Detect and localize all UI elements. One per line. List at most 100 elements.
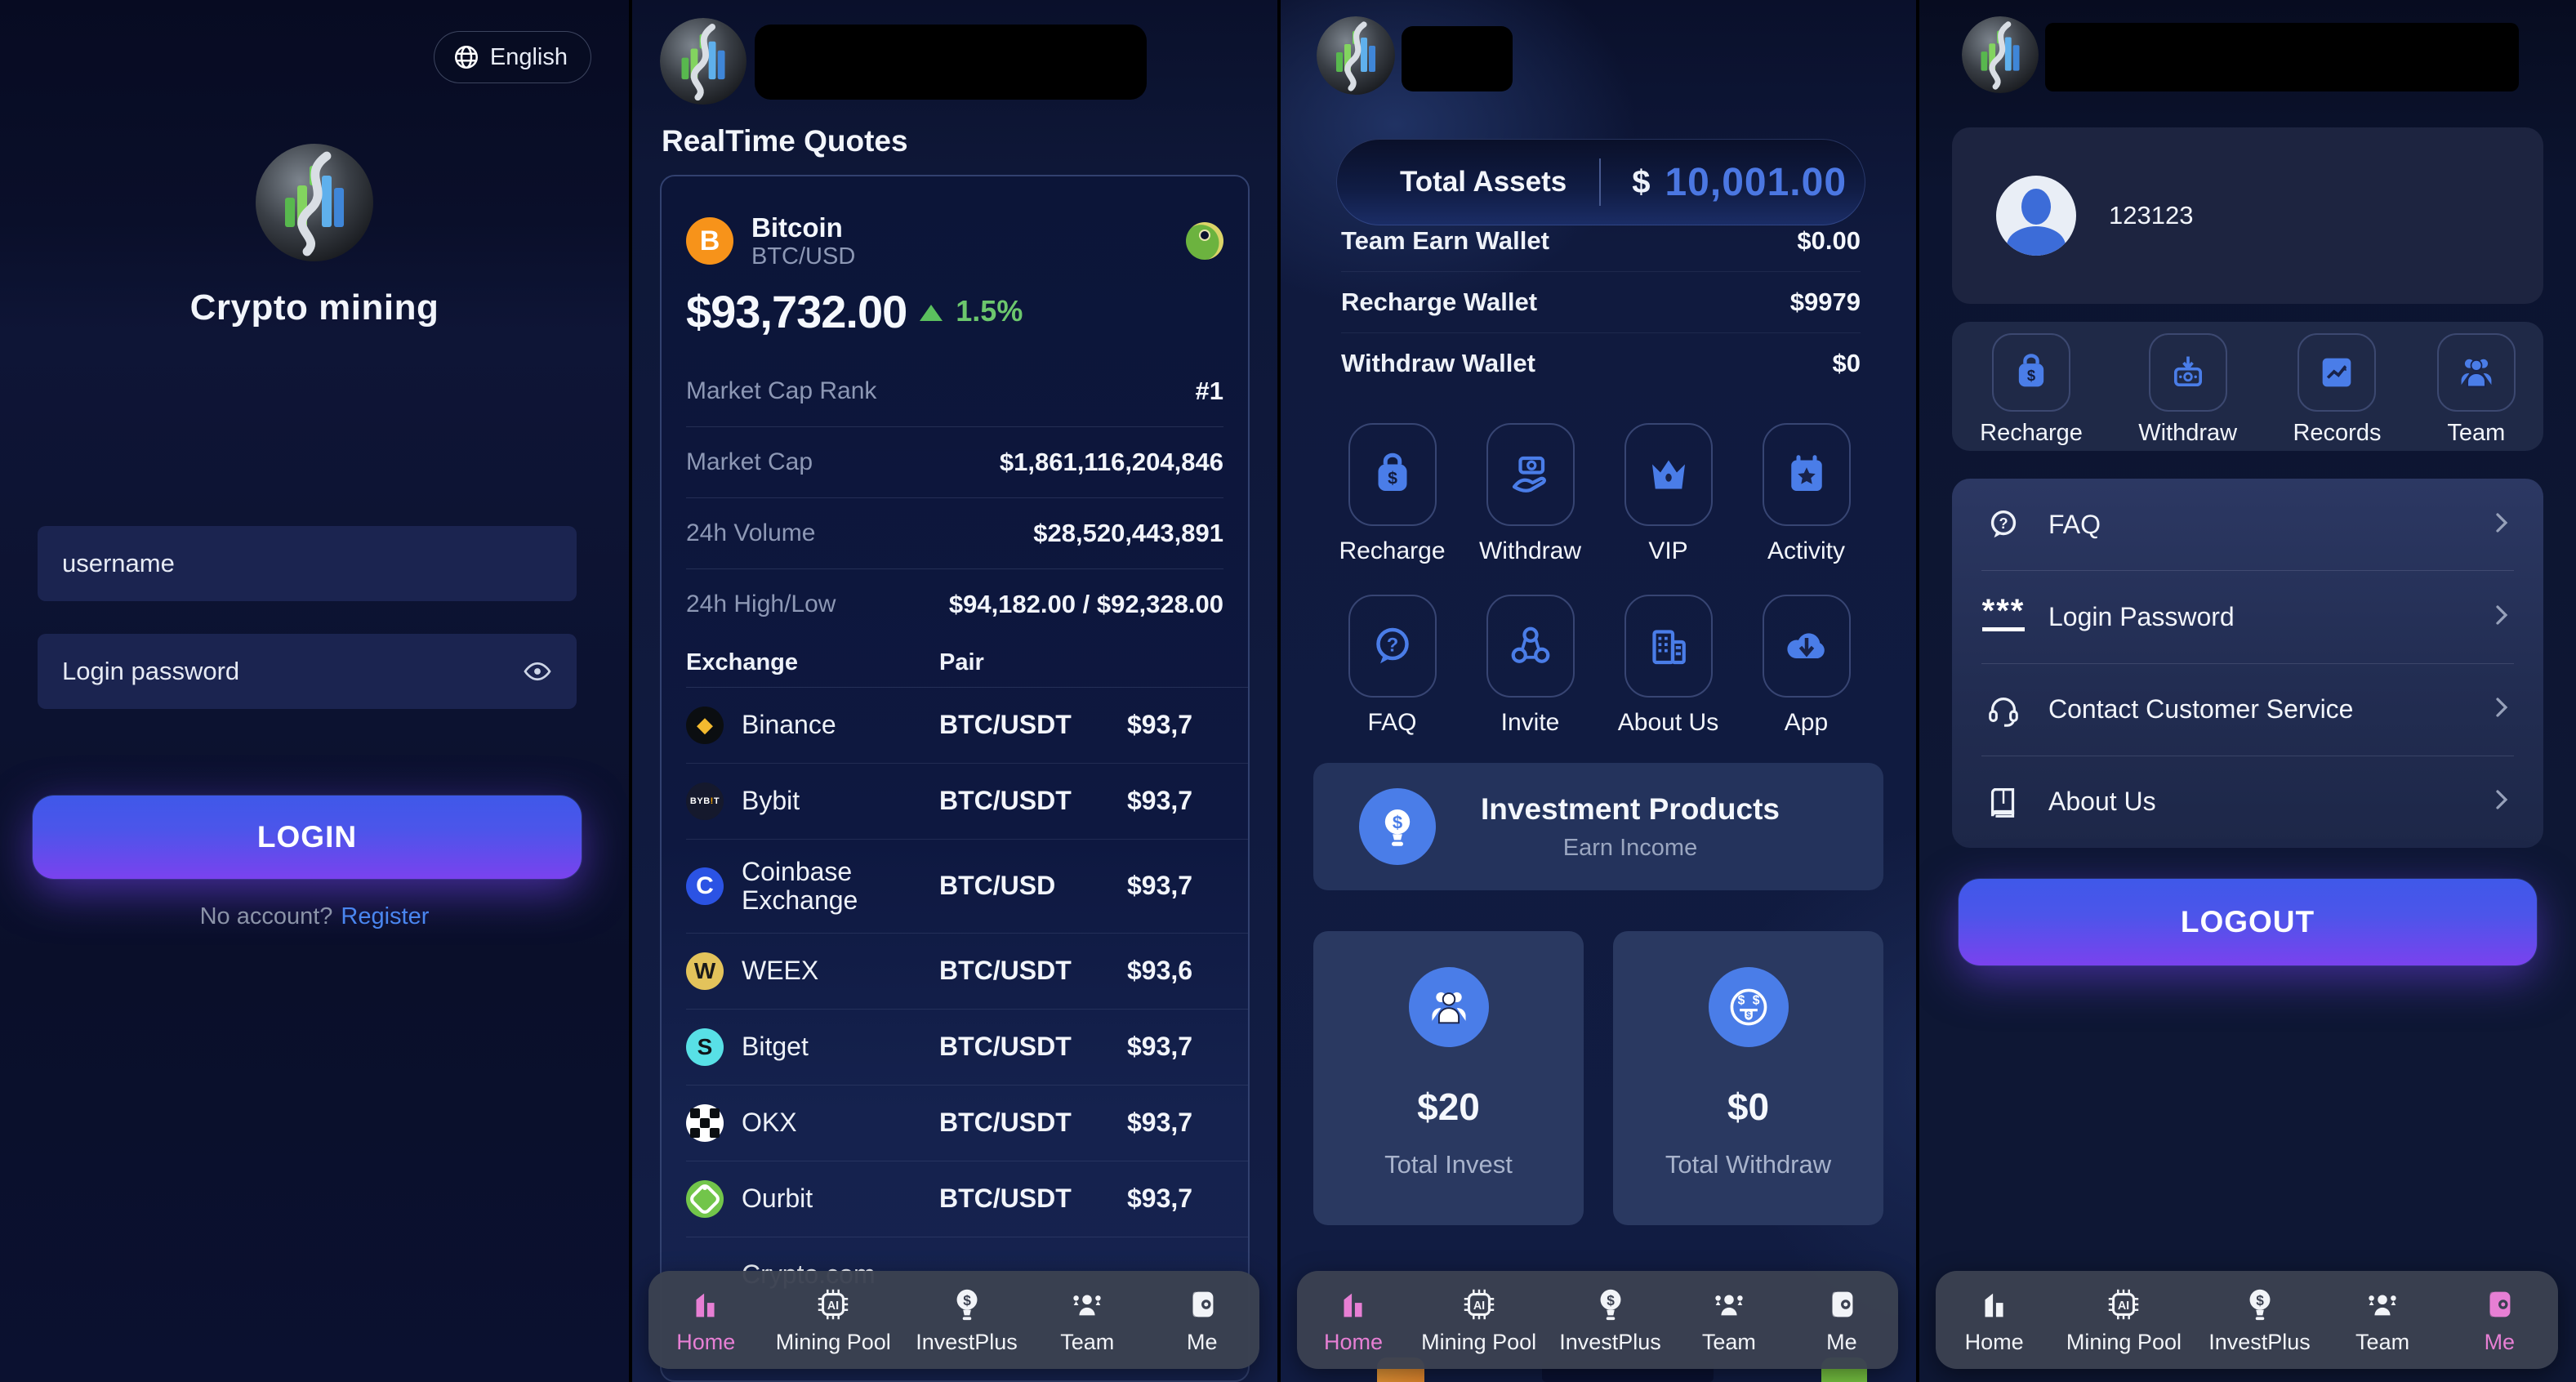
price-value: $93,7 xyxy=(1127,1032,1193,1062)
stat-cards: $20 Total Invest $0 Total Withdraw xyxy=(1313,931,1883,1225)
username-field[interactable]: username xyxy=(38,526,577,601)
currency-symbol: $ xyxy=(1632,163,1651,200)
password-field[interactable]: Login password xyxy=(38,634,577,709)
table-row[interactable]: Ourbit BTC/USDT $93,7 xyxy=(686,1161,1248,1237)
mascot-icon[interactable] xyxy=(1186,222,1223,261)
table-row[interactable]: C Coinbase Exchange BTC/USD $93,7 xyxy=(686,840,1248,934)
stat-row: Market Cap $1,861,116,204,846 xyxy=(686,427,1223,498)
shortcut-withdraw[interactable]: Withdraw xyxy=(2138,333,2237,447)
menu-item-contact-customer-service[interactable]: Contact Customer Service xyxy=(1981,664,2514,756)
nav-home[interactable]: Home xyxy=(1308,1286,1398,1355)
shortcut-faq[interactable]: FAQ xyxy=(1323,595,1461,737)
redacted-bar xyxy=(1402,26,1513,91)
divider xyxy=(1599,158,1602,206)
shortcut-activity[interactable]: Activity xyxy=(1737,423,1875,565)
table-row[interactable]: BYB! T Bybit BTC/USDT $93,7 xyxy=(686,764,1248,840)
table-row[interactable]: S Bitget BTC/USDT $93,7 xyxy=(686,1010,1248,1086)
menu-item-about-us[interactable]: About Us xyxy=(1981,756,2514,848)
shortcut-app[interactable]: App xyxy=(1737,595,1875,737)
menu-item-faq[interactable]: FAQ xyxy=(1981,479,2514,572)
chip-icon xyxy=(2105,1286,2142,1323)
total-assets-pill: Total Assets $ 10,001.00 xyxy=(1336,139,1865,225)
username: 123123 xyxy=(2109,201,2194,230)
shortcut-withdraw[interactable]: Withdraw xyxy=(1461,423,1599,565)
total-invest-label: Total Invest xyxy=(1384,1150,1513,1179)
nav-team[interactable]: Team xyxy=(2338,1286,2427,1355)
nav-home[interactable]: Home xyxy=(661,1286,751,1355)
crown-icon xyxy=(1644,450,1693,499)
coin-name: Bitcoin xyxy=(751,212,843,243)
shortcut-grid: Recharge Withdraw VIP Activity FAQ Invit… xyxy=(1323,423,1875,766)
profile-card: 123123 xyxy=(1952,127,2543,304)
me-icon xyxy=(1823,1286,1861,1323)
no-account-text: No account? xyxy=(199,903,333,930)
chevron-right-icon xyxy=(2489,695,2514,724)
nav-investplus[interactable]: InvestPlus xyxy=(1559,1286,1661,1355)
nav-team[interactable]: Team xyxy=(1684,1286,1774,1355)
shortcut-recharge[interactable]: Recharge xyxy=(1323,423,1461,565)
redacted-bar xyxy=(755,25,1147,100)
login-button[interactable]: LOGIN xyxy=(33,796,582,879)
bottom-nav: Home Mining Pool InvestPlus Team Me xyxy=(1936,1271,2558,1369)
ourbit-icon xyxy=(686,1179,724,1218)
wallet-value: $9979 xyxy=(1789,288,1861,316)
shortcut-recharge[interactable]: Recharge xyxy=(1980,333,2083,447)
total-invest-value: $20 xyxy=(1417,1086,1480,1128)
cash-down-icon xyxy=(2167,351,2209,394)
stat-row: Market Cap Rank #1 xyxy=(686,356,1223,427)
username-placeholder: username xyxy=(62,549,175,577)
menu-item-login-password[interactable]: *** Login Password xyxy=(1981,571,2514,664)
stat-value: $1,861,116,204,846 xyxy=(999,447,1223,476)
exchange-table: Exchange Pair ◆ Binance BTC/USDT $93,7 B… xyxy=(686,640,1248,1313)
bulb-icon xyxy=(2241,1286,2279,1323)
bitget-icon: S xyxy=(686,1028,724,1066)
table-row[interactable]: ◆ Binance BTC/USDT $93,7 xyxy=(686,688,1248,764)
shortcut-invite[interactable]: Invite xyxy=(1461,595,1599,737)
shortcut-about-us[interactable]: About Us xyxy=(1599,595,1737,737)
price-value: $93,6 xyxy=(1127,956,1193,986)
chevron-right-icon xyxy=(2489,787,2514,816)
nav-team[interactable]: Team xyxy=(1042,1286,1132,1355)
exchange-name: Bybit xyxy=(742,786,800,816)
investment-products-card[interactable]: Investment Products Earn Income xyxy=(1313,763,1883,890)
table-row[interactable]: W WEEX BTC/USDT $93,6 xyxy=(686,934,1248,1010)
nav-mining-pool[interactable]: Mining Pool xyxy=(776,1286,891,1355)
nav-me[interactable]: Me xyxy=(1797,1286,1887,1355)
bag-dollar-icon xyxy=(2010,351,2052,394)
language-selector[interactable]: English xyxy=(433,31,591,83)
stat-value: #1 xyxy=(1195,376,1223,405)
stat-row: 24h High/Low $94,182.00 / $92,328.00 xyxy=(686,569,1223,640)
nav-mining-pool[interactable]: Mining Pool xyxy=(2066,1286,2182,1355)
nav-mining-pool[interactable]: Mining Pool xyxy=(1421,1286,1536,1355)
nav-me[interactable]: Me xyxy=(2454,1286,2544,1355)
nav-home[interactable]: Home xyxy=(1950,1286,2039,1355)
shortcut-records[interactable]: Records xyxy=(2293,333,2381,447)
question-bubble-icon xyxy=(1368,622,1417,671)
avatar[interactable] xyxy=(1996,176,2076,256)
price-value: $93,7 xyxy=(1127,1184,1193,1214)
bulb-icon xyxy=(1592,1286,1629,1323)
eye-icon[interactable] xyxy=(523,657,552,686)
okx-icon xyxy=(686,1103,724,1142)
table-row[interactable]: OKX BTC/USDT $93,7 xyxy=(686,1086,1248,1161)
exchange-name: OKX xyxy=(742,1108,797,1138)
logout-button[interactable]: LOGOUT xyxy=(1959,879,2537,965)
exchange-name: Ourbit xyxy=(742,1184,813,1214)
nav-investplus[interactable]: InvestPlus xyxy=(2208,1286,2311,1355)
pair-value: BTC/USDT xyxy=(939,786,1072,816)
shortcut-vip[interactable]: VIP xyxy=(1599,423,1737,565)
bag-dollar-icon xyxy=(1368,450,1417,499)
exchange-name: Coinbase Exchange xyxy=(742,856,858,915)
pair-value: BTC/USDT xyxy=(939,956,1072,986)
shortcut-team[interactable]: Team xyxy=(2436,333,2516,447)
pair-value: BTC/USD xyxy=(939,871,1056,901)
nav-me[interactable]: Me xyxy=(1157,1286,1247,1355)
register-link[interactable]: Register xyxy=(341,903,430,930)
nav-investplus[interactable]: InvestPlus xyxy=(916,1286,1018,1355)
team-people-icon xyxy=(1408,967,1489,1047)
total-withdraw-card: $0 Total Withdraw xyxy=(1613,931,1883,1225)
total-assets-label: Total Assets xyxy=(1400,166,1567,198)
table-header: Exchange Pair xyxy=(686,640,1248,688)
language-label: English xyxy=(489,43,568,70)
